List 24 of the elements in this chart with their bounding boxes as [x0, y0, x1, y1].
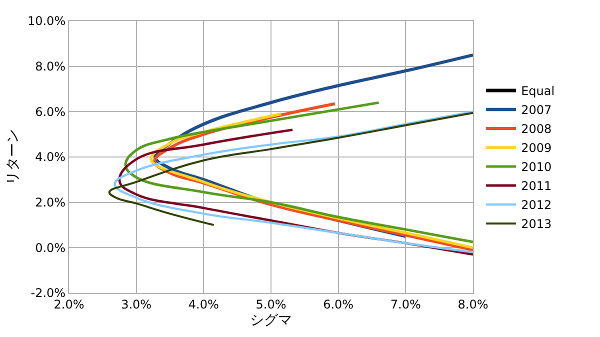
- y-tick-label: 4.0%: [35, 150, 66, 164]
- y-tick-label: 10.0%: [27, 14, 66, 28]
- legend-label: 2010: [521, 160, 552, 174]
- legend-label: 2013: [521, 217, 552, 232]
- line-series: [118, 128, 473, 256]
- y-tick-label: 8.0%: [35, 60, 66, 74]
- x-tick-label: 7.0%: [390, 297, 421, 312]
- line-series: [108, 112, 473, 226]
- legend-label: Equal: [521, 84, 555, 98]
- x-tick-label: 3.0%: [121, 297, 152, 312]
- y-tick-label: 6.0%: [35, 104, 66, 119]
- x-tick-label: 5.0%: [256, 297, 286, 312]
- x-tick-label: 8.0%: [458, 297, 488, 312]
- x-tick-label: 4.0%: [188, 297, 219, 312]
- x-tick-label: 6.0%: [323, 297, 354, 312]
- y-tick-label: 2.0%: [35, 196, 66, 210]
- x-axis-title: シグマ: [250, 312, 292, 329]
- legend-label: 2008: [521, 122, 552, 136]
- legend-label: 2007: [521, 103, 552, 118]
- legend-label: 2012: [521, 198, 552, 212]
- y-tick-label: 0.0%: [35, 240, 66, 255]
- y-axis-title: リターン: [5, 129, 22, 185]
- legend-label: 2009: [521, 141, 552, 156]
- legend-label: 2011: [521, 179, 552, 194]
